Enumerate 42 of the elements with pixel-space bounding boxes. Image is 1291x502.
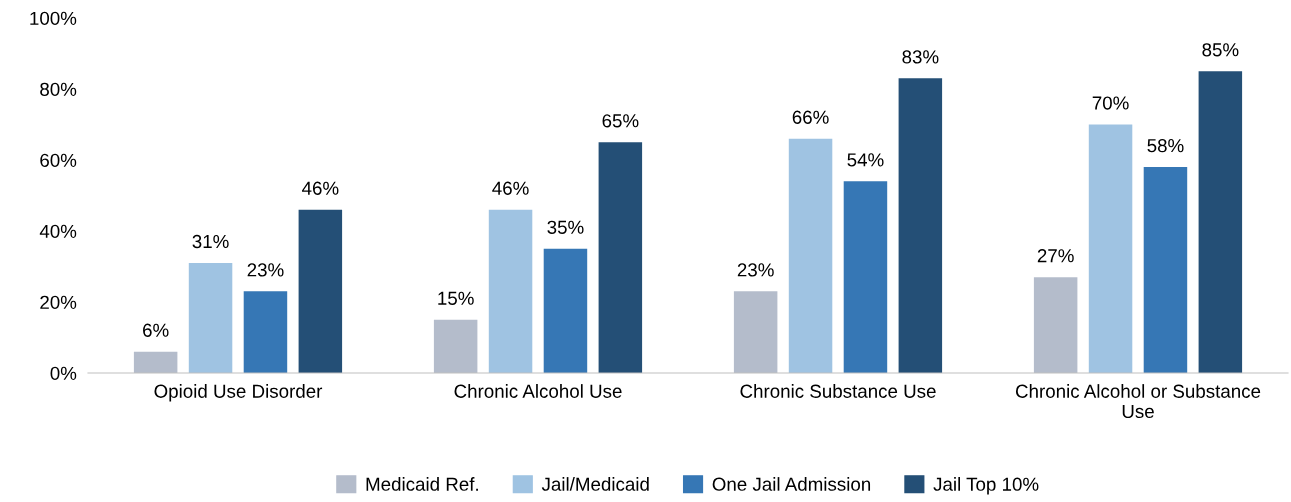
y-tick-label: 20% (40, 295, 77, 309)
bar (898, 78, 943, 373)
bar (298, 209, 343, 373)
y-tick-label: 80% (40, 82, 77, 96)
y-tick-label: 100% (30, 11, 77, 25)
bar (598, 142, 643, 373)
x-tick-label: Chronic Alcohol or Substance Use (1015, 384, 1261, 419)
bar (843, 181, 888, 373)
legend-label: Medicaid Ref. (366, 477, 478, 491)
data-label: 66% (792, 110, 829, 124)
data-label: 15% (438, 291, 474, 305)
bar (543, 248, 588, 373)
data-label: 6% (143, 323, 169, 337)
bar (488, 209, 533, 373)
data-label: 23% (247, 263, 284, 277)
x-tick-label: Chronic Alcohol Use (454, 384, 622, 398)
data-label: 54% (847, 153, 884, 167)
data-label: 23% (737, 263, 774, 277)
bar (1143, 167, 1188, 373)
data-label: 85% (1202, 43, 1239, 57)
legend-label: Jail Top 10% (933, 477, 1039, 495)
y-tick-label: 0% (50, 366, 77, 380)
x-tick-label: Chronic Substance Use (740, 384, 936, 398)
y-tick-label: 60% (40, 153, 77, 167)
data-label: 46% (302, 181, 339, 195)
data-label: 83% (902, 50, 939, 64)
data-label: 35% (547, 220, 584, 234)
bar (243, 291, 288, 373)
data-label: 70% (1092, 96, 1129, 110)
bar (1088, 124, 1133, 373)
legend-label: Jail/Medicaid (541, 477, 649, 491)
legend-label: One Jail Admission (712, 477, 871, 491)
bar (788, 138, 833, 373)
bar (188, 262, 233, 373)
y-tick-label: 40% (39, 224, 77, 238)
x-tick-label: Opioid Use Disorder (154, 384, 323, 402)
data-label: 27% (1037, 249, 1074, 263)
data-label: 58% (1147, 139, 1184, 153)
data-label: 65% (602, 114, 639, 128)
data-label: 46% (492, 181, 529, 195)
bar (1198, 71, 1243, 373)
data-label: 31% (192, 234, 229, 249)
